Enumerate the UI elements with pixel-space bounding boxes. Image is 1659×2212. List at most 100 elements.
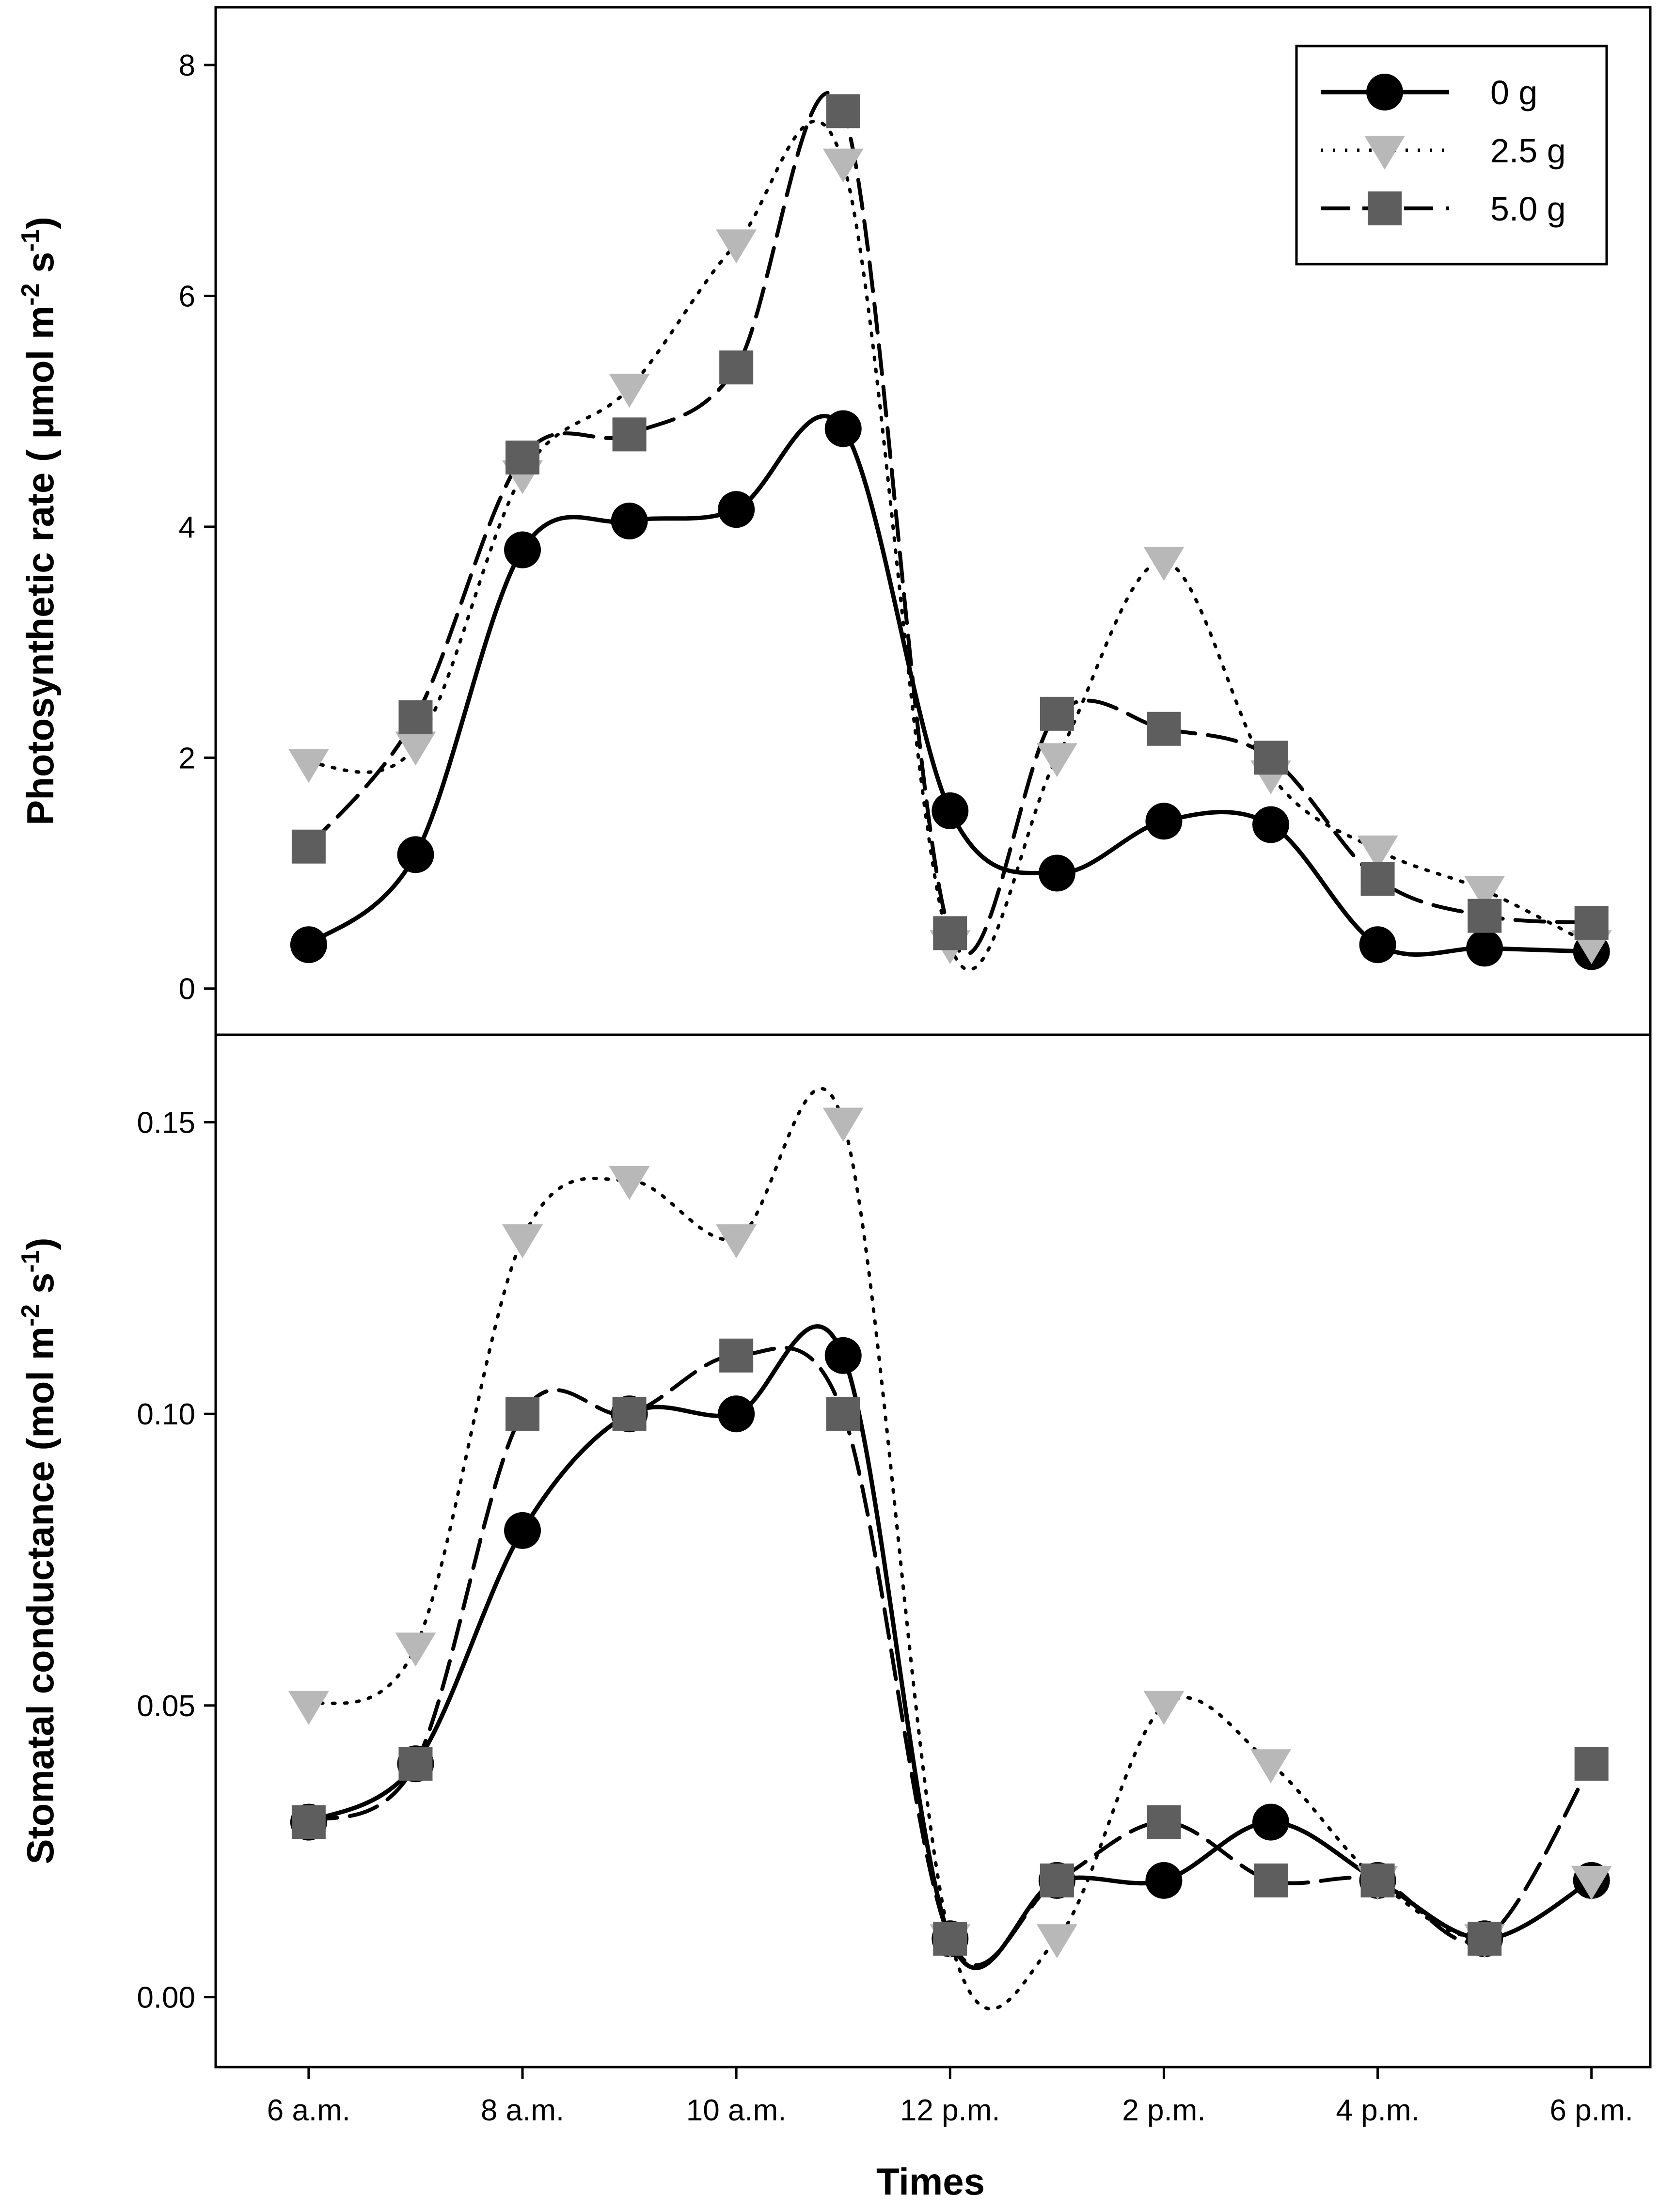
- data-point: [1571, 1865, 1612, 1900]
- legend-marker: [1368, 191, 1402, 225]
- y-tick-label: 0.15: [137, 1106, 195, 1140]
- data-point: [1357, 835, 1398, 869]
- data-point: [1036, 1924, 1077, 1959]
- data-point: [502, 1224, 543, 1259]
- data-point: [1574, 1747, 1609, 1781]
- data-point: [1253, 741, 1288, 775]
- data-point: [506, 1397, 540, 1431]
- data-point: [1040, 696, 1074, 731]
- data-point: [609, 374, 650, 408]
- data-point: [395, 731, 436, 766]
- x-tick-label: 10 a.m.: [686, 2094, 787, 2127]
- data-point: [291, 1805, 326, 1839]
- series-line-0g: [306, 414, 1594, 957]
- data-point: [1253, 1863, 1288, 1897]
- data-point: [1466, 930, 1503, 967]
- data-point: [932, 792, 969, 829]
- data-point: [826, 94, 860, 128]
- x-tick-label: 12 p.m.: [900, 2094, 1000, 2127]
- data-point: [1574, 905, 1609, 940]
- data-point: [290, 926, 327, 964]
- x-tick-label: 2 p.m.: [1122, 2094, 1205, 2127]
- y-tick-label: 4: [179, 511, 195, 544]
- data-point: [718, 491, 755, 528]
- y-tick-label: 0.10: [137, 1398, 195, 1431]
- data-point: [398, 700, 433, 734]
- data-point: [1252, 806, 1289, 843]
- data-point: [1468, 899, 1502, 933]
- legend-box: [1295, 45, 1608, 266]
- legend-label: 5.0 g: [1490, 190, 1566, 228]
- data-point: [1360, 862, 1395, 896]
- data-point: [824, 1337, 862, 1374]
- legend-marker: [1364, 136, 1405, 170]
- panel-photosynthetic-rate: 0 2 4 6 8 Photosynthetic rate ( µmol m-2 s-1): [16, 6, 1652, 1036]
- y-tick-label: 2: [179, 742, 195, 775]
- x-tick-label: 8 a.m.: [481, 2094, 564, 2127]
- x-tick-label: 4 p.m.: [1336, 2094, 1419, 2127]
- data-point: [504, 1512, 541, 1549]
- data-point: [397, 836, 434, 873]
- data-point: [716, 1224, 757, 1259]
- data-point: [1250, 1749, 1291, 1784]
- data-point: [612, 417, 647, 452]
- data-point: [609, 1166, 650, 1200]
- data-point: [1464, 876, 1505, 910]
- data-point: [288, 749, 329, 783]
- panel-stomatal-conductance: 0.00 0.05 0.10 0.15 6 a.m. 8 a.m. 10 a.m. 12 p.…: [16, 1033, 1652, 2127]
- data-point: [395, 1632, 436, 1667]
- data-point: [1359, 926, 1396, 964]
- data-point: [719, 350, 754, 385]
- plot-frame: [214, 1033, 1652, 2069]
- data-point: [1036, 743, 1077, 777]
- x-axis-title: Times: [876, 2160, 985, 2203]
- legend: 0 g 2.5 g 5.0 g: [1295, 45, 1608, 266]
- series-line-2-5g: [307, 1087, 1594, 2011]
- y-tick-label: 8: [179, 49, 195, 82]
- legend-item-5-0g: 5.0 g: [1321, 190, 1566, 228]
- legend-item-2-5g: 2.5 g: [1321, 132, 1566, 170]
- data-point: [1147, 1805, 1181, 1839]
- legend-label: 2.5 g: [1490, 132, 1566, 170]
- data-point: [1145, 803, 1183, 840]
- data-point: [933, 1922, 967, 1956]
- data-point: [506, 440, 540, 474]
- data-point: [612, 1397, 647, 1431]
- data-point: [933, 916, 967, 950]
- data-point: [1143, 1691, 1185, 1725]
- data-point: [1040, 1863, 1074, 1897]
- data-point: [718, 1395, 755, 1433]
- data-point: [716, 229, 757, 264]
- data-point: [1468, 1922, 1502, 1956]
- legend-marker: [1366, 74, 1403, 111]
- data-point: [1147, 711, 1181, 746]
- y-axis-title: Stomatal conductance (mol m-2 s-1): [16, 1237, 62, 1864]
- data-point: [398, 1747, 433, 1781]
- data-point: [291, 829, 326, 864]
- data-point: [1143, 547, 1185, 581]
- data-point: [822, 1107, 864, 1142]
- data-point: [288, 1691, 329, 1725]
- data-point: [1145, 1862, 1183, 1899]
- data-point: [719, 1338, 754, 1373]
- data-point: [826, 1397, 860, 1431]
- series-line-5-0g: [306, 91, 1594, 956]
- data-point: [611, 503, 648, 539]
- data-point: [1038, 854, 1075, 892]
- legend-item-0g: 0 g: [1321, 74, 1537, 111]
- legend-label: 0 g: [1490, 74, 1537, 111]
- x-tick-label: 6 p.m.: [1550, 2094, 1633, 2127]
- y-tick-label: 0.00: [137, 1981, 195, 2015]
- y-tick-label: 6: [179, 280, 195, 314]
- data-point: [1252, 1803, 1289, 1841]
- data-point: [822, 148, 864, 183]
- y-tick-label: 0.05: [137, 1690, 195, 1723]
- y-tick-label: 0: [179, 973, 195, 1006]
- data-point: [1360, 1863, 1395, 1897]
- x-tick-label: 6 a.m.: [267, 2094, 350, 2127]
- data-point: [504, 531, 541, 569]
- y-axis-title: Photosynthetic rate ( µmol m-2 s-1): [16, 217, 62, 825]
- data-point: [824, 410, 862, 447]
